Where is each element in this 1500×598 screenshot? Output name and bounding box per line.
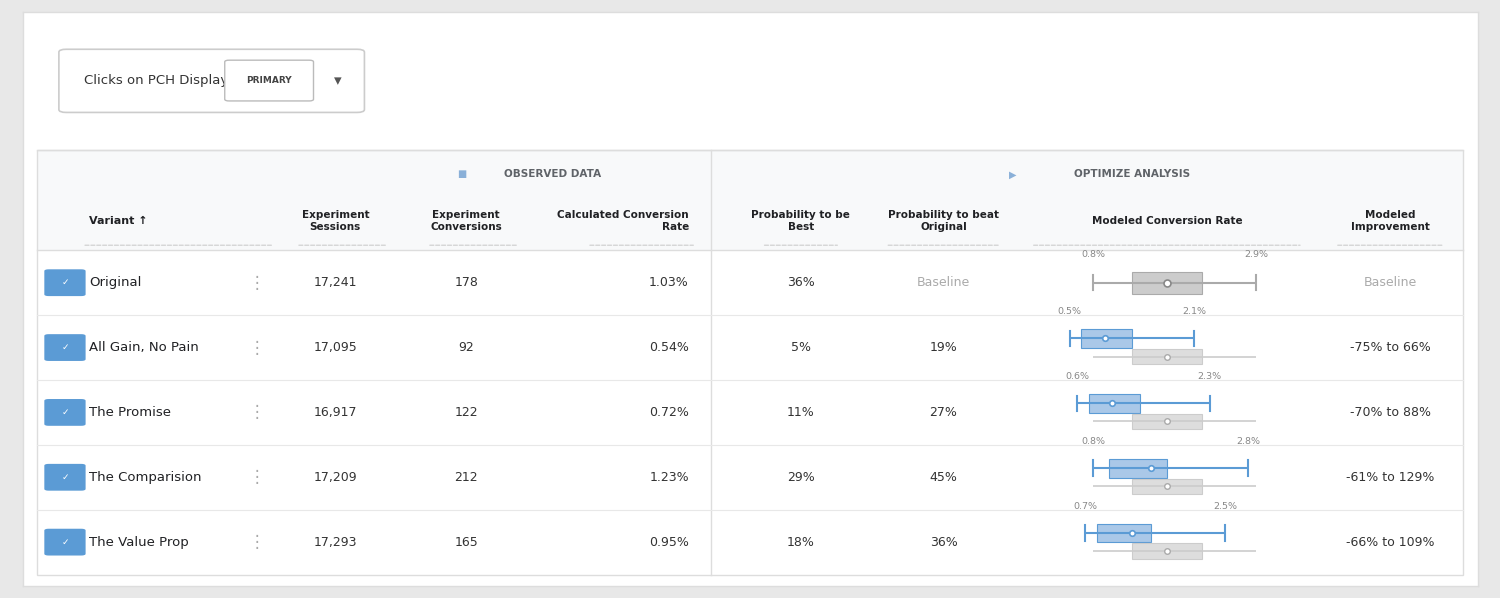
Text: ✓: ✓ [62,538,69,547]
Text: OBSERVED DATA: OBSERVED DATA [504,169,600,179]
Text: Probability to be
Best: Probability to be Best [752,210,850,232]
Text: 36%: 36% [788,276,814,289]
Text: -70% to 88%: -70% to 88% [1350,406,1431,419]
Text: 0.95%: 0.95% [650,536,688,548]
Text: ■: ■ [458,169,466,179]
Bar [1096,524,1152,542]
Text: 29%: 29% [788,471,814,484]
Bar [1082,329,1132,348]
Text: 5%: 5% [790,341,812,354]
Text: 36%: 36% [930,536,957,548]
FancyBboxPatch shape [58,49,364,112]
Text: PRIMARY: PRIMARY [246,77,292,86]
Text: 17,209: 17,209 [314,471,357,484]
Text: ▾: ▾ [334,74,342,89]
Text: 2.9%: 2.9% [1245,250,1269,259]
Text: Baseline: Baseline [916,276,970,289]
Bar [1089,394,1140,413]
Text: 2.3%: 2.3% [1197,372,1221,381]
Text: 1.23%: 1.23% [650,471,688,484]
Text: 18%: 18% [788,536,814,548]
Text: 11%: 11% [788,406,814,419]
Text: 27%: 27% [930,406,957,419]
Text: 17,293: 17,293 [314,536,357,548]
Text: 178: 178 [454,276,478,289]
Text: 0.8%: 0.8% [1082,250,1106,259]
FancyBboxPatch shape [225,60,314,101]
Text: 92: 92 [459,341,474,354]
Text: Baseline: Baseline [1364,276,1417,289]
Text: Experiment
Sessions: Experiment Sessions [302,210,369,232]
Text: Clicks on PCH Display Box: Clicks on PCH Display Box [84,74,256,87]
Text: 45%: 45% [930,471,957,484]
Bar [1108,459,1167,478]
Text: 165: 165 [454,536,478,548]
FancyBboxPatch shape [45,269,86,296]
FancyBboxPatch shape [45,334,86,361]
Text: 17,095: 17,095 [314,341,357,354]
Text: 2.5%: 2.5% [1214,502,1237,511]
Text: 16,917: 16,917 [314,406,357,419]
Text: 0.5%: 0.5% [1058,307,1082,316]
Text: ⋮: ⋮ [249,468,266,486]
FancyBboxPatch shape [45,464,86,491]
Text: Experiment
Conversions: Experiment Conversions [430,210,502,232]
Text: Original: Original [90,276,142,289]
Text: 17,241: 17,241 [314,276,357,289]
Text: ✓: ✓ [62,278,69,287]
Bar [1132,271,1202,294]
Text: -75% to 66%: -75% to 66% [1350,341,1431,354]
Text: The Promise: The Promise [90,406,171,419]
Text: ⋮: ⋮ [249,338,266,356]
Text: 0.54%: 0.54% [650,341,688,354]
Bar [38,150,1462,251]
Text: 0.72%: 0.72% [650,406,688,419]
Bar [1132,478,1202,494]
Text: Modeled Conversion Rate: Modeled Conversion Rate [1092,216,1242,226]
Text: 1.03%: 1.03% [650,276,688,289]
Text: 0.7%: 0.7% [1072,502,1096,511]
FancyBboxPatch shape [45,399,86,426]
Text: OPTIMIZE ANALYSIS: OPTIMIZE ANALYSIS [1074,169,1190,179]
Bar [38,150,1462,575]
Text: -66% to 109%: -66% to 109% [1346,536,1434,548]
Text: ⋮: ⋮ [249,404,266,422]
Text: ✓: ✓ [62,408,69,417]
Bar [1132,414,1202,429]
Text: Modeled
Improvement: Modeled Improvement [1352,210,1430,232]
Text: -61% to 129%: -61% to 129% [1346,471,1434,484]
Text: ⋮: ⋮ [249,533,266,551]
Text: All Gain, No Pain: All Gain, No Pain [90,341,200,354]
Bar [1132,349,1202,364]
Text: 122: 122 [454,406,478,419]
Text: The Comparision: The Comparision [90,471,202,484]
Text: Variant ↑: Variant ↑ [90,216,148,226]
FancyBboxPatch shape [45,529,86,556]
Text: ⋮: ⋮ [249,274,266,292]
Text: ✓: ✓ [62,473,69,482]
Text: The Value Prop: The Value Prop [90,536,189,548]
Text: 2.1%: 2.1% [1182,307,1206,316]
Text: ▶: ▶ [1010,169,1017,179]
Text: ✓: ✓ [62,343,69,352]
Text: 0.6%: 0.6% [1065,372,1089,381]
Text: 2.8%: 2.8% [1236,437,1260,446]
Text: 212: 212 [454,471,478,484]
Text: Calculated Conversion
Rate: Calculated Conversion Rate [558,210,688,232]
Bar [1132,544,1202,559]
Text: Probability to beat
Original: Probability to beat Original [888,210,999,232]
Text: 0.8%: 0.8% [1082,437,1106,446]
Text: 19%: 19% [930,341,957,354]
